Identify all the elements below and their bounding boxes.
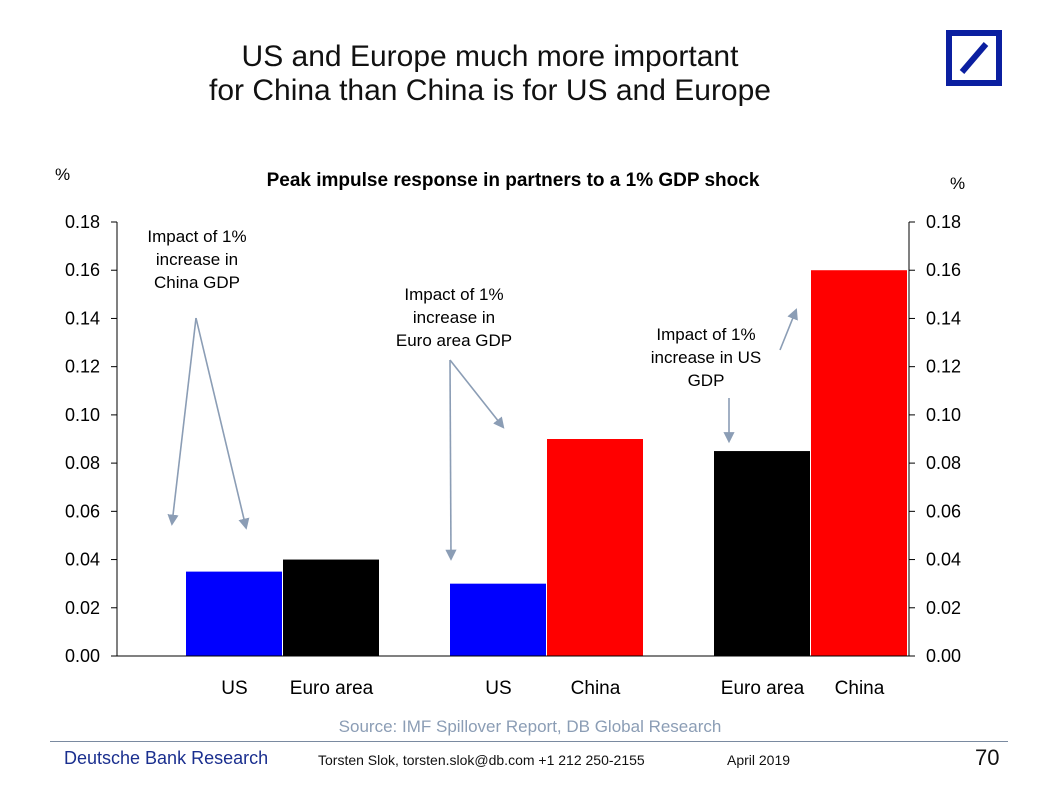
x-category-label: China <box>571 678 621 699</box>
y-tick-label-right: 0.14 <box>926 308 961 328</box>
chart-source: Source: IMF Spillover Report, DB Global … <box>339 717 722 736</box>
annotation-arrow <box>195 317 250 530</box>
y-tick-label-right: 0.18 <box>926 212 961 232</box>
annotation-arrow <box>445 359 457 561</box>
annotation-text: increase in <box>413 308 495 327</box>
annotation-arrow <box>779 308 798 351</box>
footer-author: Torsten Slok, torsten.slok@db.com +1 212… <box>318 752 645 768</box>
annotation-text: China GDP <box>154 273 240 292</box>
y-tick-label-right: 0.16 <box>926 260 961 280</box>
y-tick-label-left: 0.16 <box>65 260 100 280</box>
y-tick-label-left: 0.18 <box>65 212 100 232</box>
y-tick-label-left: 0.12 <box>65 357 100 377</box>
page-number: 70 <box>975 745 1000 770</box>
annotation-text: Euro area GDP <box>396 331 512 350</box>
y-tick-label-right: 0.08 <box>926 453 961 473</box>
annotation-text: Impact of 1% <box>404 285 503 304</box>
annotation-arrow <box>167 317 197 526</box>
bar-china <box>811 270 907 656</box>
y-tick-label-left: 0.14 <box>65 308 100 328</box>
y-tick-label-left: 0.04 <box>65 550 100 570</box>
x-category-label: US <box>485 678 511 699</box>
annotation-text: Impact of 1% <box>147 227 246 246</box>
y-tick-label-left: 0.00 <box>65 646 100 666</box>
y-tick-label-left: 0.02 <box>65 598 100 618</box>
y-tick-label-right: 0.04 <box>926 550 961 570</box>
slide-title-line1: US and Europe much more important <box>241 40 739 73</box>
annotation-text: increase in <box>156 250 238 269</box>
annotation-text: Impact of 1% <box>656 325 755 344</box>
y-tick-label-right: 0.06 <box>926 501 961 521</box>
bar-us <box>186 571 282 656</box>
bar-euro-area <box>283 559 379 656</box>
bar-china <box>547 439 643 656</box>
y-tick-label-left: 0.06 <box>65 501 100 521</box>
y-tick-label-left: 0.08 <box>65 453 100 473</box>
x-category-label: China <box>835 678 885 699</box>
x-category-label: Euro area <box>721 678 805 699</box>
x-category-label: US <box>221 678 247 699</box>
y-tick-label-right: 0.10 <box>926 405 961 425</box>
x-category-label: Euro area <box>290 678 374 699</box>
deutsche-bank-logo <box>946 30 1002 86</box>
annotation-text: increase in US <box>651 348 762 367</box>
bar-us <box>450 583 546 656</box>
annotation-text: GDP <box>688 371 725 390</box>
slide-title-line2: for China than China is for US and Europ… <box>209 74 771 107</box>
footer-date: April 2019 <box>727 752 791 768</box>
y-tick-label-left: 0.10 <box>65 405 100 425</box>
footer-divider <box>50 741 1008 742</box>
bar-chart: Peak impulse response in partners to a 1… <box>55 165 965 736</box>
bar-euro-area <box>714 451 810 656</box>
chart-title: Peak impulse response in partners to a 1… <box>267 170 760 191</box>
y-tick-label-right: 0.12 <box>926 357 961 377</box>
y-axis-unit-right: % <box>950 174 965 193</box>
y-axis-unit-left: % <box>55 165 70 184</box>
slide-title: US and Europe much more important for Ch… <box>90 40 890 108</box>
y-tick-label-right: 0.02 <box>926 598 961 618</box>
footer-org: Deutsche Bank Research <box>64 748 269 768</box>
annotation-arrow <box>449 359 505 429</box>
y-tick-label-right: 0.00 <box>926 646 961 666</box>
